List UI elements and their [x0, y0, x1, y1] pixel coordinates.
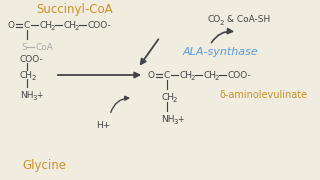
Text: ALA-synthase: ALA-synthase: [183, 47, 259, 57]
Text: H+: H+: [96, 120, 110, 129]
Text: NH: NH: [20, 91, 34, 100]
Text: CH: CH: [63, 21, 76, 30]
Text: +: +: [36, 91, 43, 100]
Text: CoA: CoA: [35, 42, 53, 51]
Text: & CoA-SH: & CoA-SH: [224, 15, 270, 24]
Text: CH: CH: [20, 71, 33, 80]
Text: +: +: [178, 114, 184, 123]
Text: Glycine: Glycine: [22, 159, 66, 172]
Text: CH: CH: [179, 71, 192, 80]
Text: C: C: [24, 21, 30, 30]
Text: NH: NH: [161, 114, 174, 123]
Text: 2: 2: [191, 75, 196, 80]
Text: 2: 2: [51, 24, 55, 30]
Text: δ-aminolevulinate: δ-aminolevulinate: [220, 90, 308, 100]
Text: CH: CH: [203, 71, 216, 80]
Text: O: O: [148, 71, 155, 80]
Text: 2: 2: [220, 20, 224, 26]
Text: 2: 2: [32, 75, 36, 80]
Text: 2: 2: [215, 75, 220, 80]
Text: COO-: COO-: [87, 21, 111, 30]
Text: 2: 2: [173, 96, 177, 102]
Text: O: O: [8, 21, 15, 30]
Text: S: S: [21, 42, 27, 51]
Text: 3: 3: [173, 118, 178, 125]
Text: CH: CH: [161, 93, 174, 102]
Text: COO-: COO-: [227, 71, 251, 80]
Text: CO: CO: [208, 15, 221, 24]
Text: 2: 2: [75, 24, 79, 30]
Text: CH: CH: [39, 21, 52, 30]
Text: C: C: [164, 71, 170, 80]
Text: Succinyl-CoA: Succinyl-CoA: [37, 3, 113, 15]
Text: COO-: COO-: [20, 55, 44, 64]
Text: 3: 3: [32, 94, 36, 100]
